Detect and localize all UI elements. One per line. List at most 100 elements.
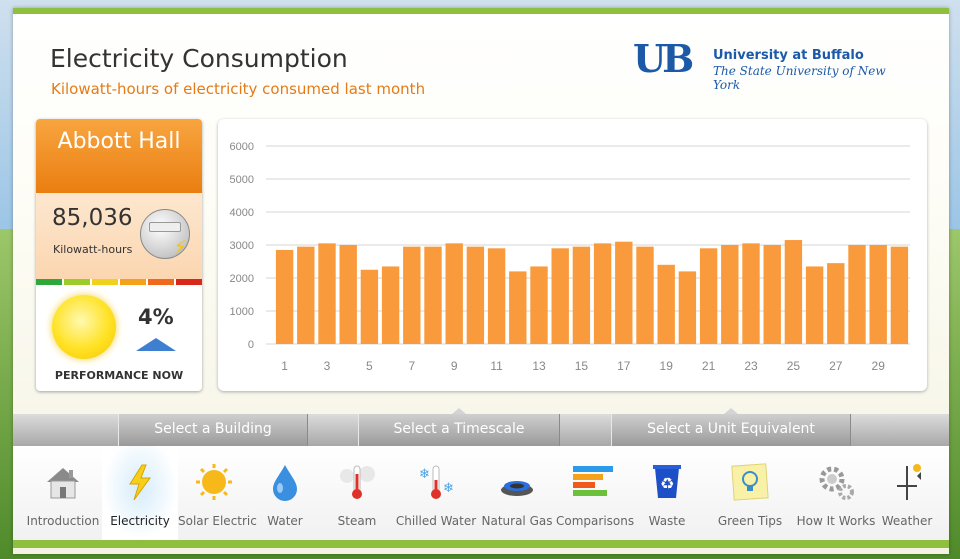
bar <box>657 264 675 344</box>
y-tick-label: 0 <box>248 339 254 351</box>
nav-item-weather[interactable]: Weather <box>876 446 938 540</box>
performance-scale-segment <box>92 279 118 285</box>
page-subtitle: Kilowatt-hours of electricity consumed l… <box>51 80 426 98</box>
svg-text:❄: ❄ <box>443 481 454 496</box>
bar <box>445 243 463 344</box>
nav-label: Chilled Water <box>395 514 477 528</box>
bar <box>297 246 315 344</box>
bar <box>381 266 400 344</box>
bar <box>699 248 718 344</box>
lightning-bolt-icon: ⚡ <box>174 237 187 258</box>
svg-text:♻: ♻ <box>660 474 674 493</box>
bar <box>530 266 548 344</box>
select-timescale-button[interactable]: Select a Timescale <box>358 408 560 446</box>
performance-scale-segment <box>120 279 146 285</box>
select-unit-label: Select a Unit Equivalent <box>647 421 815 437</box>
logo-line-1: University at Buffalo <box>713 48 864 63</box>
up-arrow-icon <box>136 338 176 351</box>
x-tick-label: 17 <box>617 359 631 373</box>
nav-label: Electricity <box>110 514 170 528</box>
performance-color-scale <box>36 279 202 285</box>
select-unit-button[interactable]: Select a Unit Equivalent <box>611 408 851 446</box>
nav-item-introduction[interactable]: Introduction <box>24 446 102 540</box>
nav-item-how-it-works[interactable]: How It Works <box>796 446 876 540</box>
nav-label: How It Works <box>796 514 876 528</box>
recycle-bin-icon: ♻ <box>645 460 689 504</box>
electric-meter-icon <box>140 209 190 259</box>
bar <box>763 245 781 344</box>
consumption-summary: 85,036 Kilowatt-hours ⚡ <box>36 193 202 279</box>
kwh-unit: Kilowatt-hours <box>53 243 133 256</box>
university-logo: UB University at Buffalo The State Unive… <box>633 36 913 93</box>
bar <box>318 243 336 344</box>
nav-item-waste[interactable]: ♻ Waste <box>630 446 704 540</box>
x-tick-label: 27 <box>829 359 843 373</box>
building-name: Abbott Hall <box>36 119 202 193</box>
nav-item-steam[interactable]: Steam <box>320 446 394 540</box>
solar-sun-icon <box>192 460 236 504</box>
performance-scale-segment <box>148 279 174 285</box>
bar <box>827 263 845 344</box>
nav-label: Introduction <box>26 514 100 528</box>
bar <box>424 246 442 344</box>
weather-vane-icon <box>885 460 929 504</box>
snowflake-thermometer-icon: ❄ ❄ <box>414 460 458 504</box>
nav-label: Solar Electric <box>178 514 257 528</box>
performance-label: PERFORMANCE NOW <box>54 369 184 382</box>
x-tick-label: 21 <box>702 359 716 373</box>
page-title: Electricity Consumption <box>50 44 348 73</box>
nav-item-comparisons[interactable]: Comparisons <box>556 446 634 540</box>
performance-scale-segment <box>36 279 62 285</box>
bar <box>721 245 739 344</box>
x-tick-label: 5 <box>366 359 373 373</box>
performance-scale-segment <box>176 279 202 285</box>
y-tick-label: 1000 <box>230 306 254 318</box>
x-tick-label: 15 <box>575 359 589 373</box>
bar <box>593 243 612 344</box>
consumption-chart: 0 1000 2000 3000 4000 5000 6000 1 3 5 7 9 11 13 15 17 19… <box>218 119 927 391</box>
nav-item-water[interactable]: Water <box>250 446 320 540</box>
nav-item-green-tips[interactable]: Green Tips <box>704 446 796 540</box>
x-tick-label: 11 <box>490 359 503 373</box>
nav-item-electricity[interactable]: Electricity <box>102 446 178 540</box>
nav-item-solar-electric[interactable]: Solar Electric <box>178 446 257 540</box>
bar <box>636 246 654 344</box>
bar <box>403 246 421 344</box>
nav-label: Green Tips <box>717 514 783 528</box>
water-drop-icon <box>263 460 307 504</box>
nav-label: Water <box>267 514 303 528</box>
bar <box>339 245 357 344</box>
sun-icon <box>52 295 116 359</box>
bar <box>509 271 527 344</box>
bar <box>551 248 569 344</box>
performance-scale-segment <box>64 279 90 285</box>
x-tick-label: 7 <box>408 359 415 373</box>
x-tick-label: 29 <box>872 359 886 373</box>
x-tick-label: 23 <box>744 359 758 373</box>
y-tick-label: 6000 <box>230 141 254 153</box>
bottom-navigation: Introduction Electricity Solar Electric … <box>13 446 949 540</box>
lightning-bolt-icon <box>118 460 162 504</box>
gears-icon <box>814 460 858 504</box>
select-building-button[interactable]: Select a Building <box>118 414 308 446</box>
bar <box>615 241 633 344</box>
y-tick-label: 2000 <box>230 273 254 285</box>
comparison-bars-icon <box>571 460 615 504</box>
nav-item-natural-gas[interactable]: Natural Gas <box>478 446 556 540</box>
nav-item-chilled-water[interactable]: ❄ ❄ Chilled Water <box>394 446 478 540</box>
house-icon <box>41 460 85 504</box>
bar <box>890 246 909 344</box>
y-tick-label: 4000 <box>230 207 254 219</box>
x-tick-label: 25 <box>787 359 801 373</box>
ub-logo-mark: UB <box>633 36 694 81</box>
steam-thermometer-icon <box>335 460 379 504</box>
selector-bar: Select a Building Select a Timescale Sel… <box>13 408 949 446</box>
x-tick-label: 1 <box>281 359 288 373</box>
kwh-value: 85,036 <box>52 205 133 231</box>
lightbulb-note-icon <box>728 460 772 504</box>
bar <box>848 245 866 344</box>
nav-label: Steam <box>337 514 377 528</box>
building-card: Abbott Hall 85,036 Kilowatt-hours ⚡ 4% P… <box>36 119 202 391</box>
select-building-label: Select a Building <box>154 421 272 437</box>
